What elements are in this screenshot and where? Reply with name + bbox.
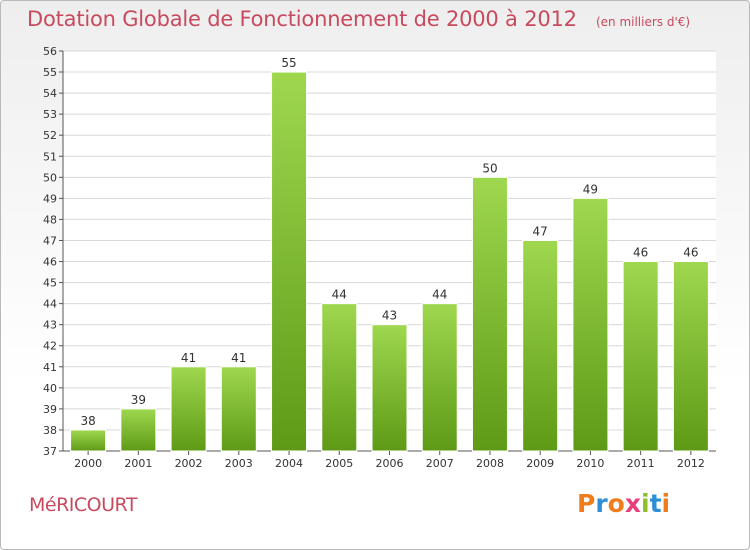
proxiti-logo: Proxiti [577,489,670,518]
x-tick-label: 2008 [476,457,504,470]
bar-value-label: 47 [533,224,548,238]
logo-letter: r [595,489,608,518]
bar [471,176,508,452]
chart-title: Dotation Globale de Fonctionnement de 20… [27,7,577,31]
y-tick-label: 45 [43,277,57,290]
y-tick-label: 44 [43,298,57,311]
x-tick-label: 2000 [74,457,102,470]
y-tick-label: 50 [43,171,57,184]
y-tick-label: 46 [43,256,57,269]
y-tick-label: 55 [43,66,57,79]
bar [271,71,308,452]
y-tick-label: 47 [43,234,57,247]
bar-value-label: 44 [332,288,347,302]
y-tick-label: 42 [43,340,57,353]
x-tick-label: 2012 [677,457,705,470]
x-tick-label: 2002 [175,457,203,470]
bar [672,261,709,452]
bar [170,366,207,452]
y-tick-label: 53 [43,108,57,121]
logo-letter: i [661,489,671,518]
x-tick-label: 2010 [576,457,604,470]
bar [70,429,107,452]
y-tick-label: 41 [43,361,57,374]
bar-value-label: 38 [80,414,95,428]
bar-value-label: 41 [231,351,246,365]
commune-name: MéRICOURT [29,494,137,516]
y-tick-label: 38 [43,424,57,437]
y-tick-label: 54 [43,87,57,100]
bar-value-label: 46 [683,246,698,260]
logo-letter: P [577,489,596,518]
y-tick-label: 39 [43,403,57,416]
x-tick-label: 2003 [225,457,253,470]
y-tick-label: 56 [43,45,57,58]
bar-value-label: 55 [281,56,296,70]
x-tick-label: 2005 [325,457,353,470]
chart-subtitle: (en milliers d'€) [595,15,691,29]
x-tick-label: 2004 [275,457,303,470]
bar-value-label: 43 [382,309,397,323]
bar [522,239,559,452]
x-tick-label: 2011 [627,457,655,470]
y-tick-label: 40 [43,382,57,395]
logo-letter: i [641,489,650,518]
bar [220,366,257,452]
y-tick-label: 48 [43,213,57,226]
bar-value-label: 41 [181,351,196,365]
y-tick-label: 49 [43,192,57,205]
x-tick-label: 2006 [376,457,404,470]
bar [371,324,408,452]
bar [421,303,458,452]
y-tick-label: 51 [43,150,57,163]
bar [572,197,609,452]
bar-value-label: 49 [583,182,598,196]
y-tick-label: 52 [43,129,57,142]
logo-letter: x [624,489,641,518]
y-tick-label: 43 [43,319,57,332]
y-tick-label: 37 [43,445,57,458]
x-tick-label: 2007 [426,457,454,470]
bar-value-label: 50 [482,161,497,175]
logo-letter: t [649,489,662,518]
bar-value-label: 39 [131,393,146,407]
logo-letter: o [607,489,625,518]
bar [622,261,659,452]
bar [321,303,358,452]
x-tick-label: 2001 [124,457,152,470]
bar [120,408,157,452]
bar-value-label: 44 [432,288,447,302]
title-row: Dotation Globale de Fonctionnement de 20… [27,7,690,31]
bar-value-label: 46 [633,246,648,260]
x-tick-label: 2009 [526,457,554,470]
